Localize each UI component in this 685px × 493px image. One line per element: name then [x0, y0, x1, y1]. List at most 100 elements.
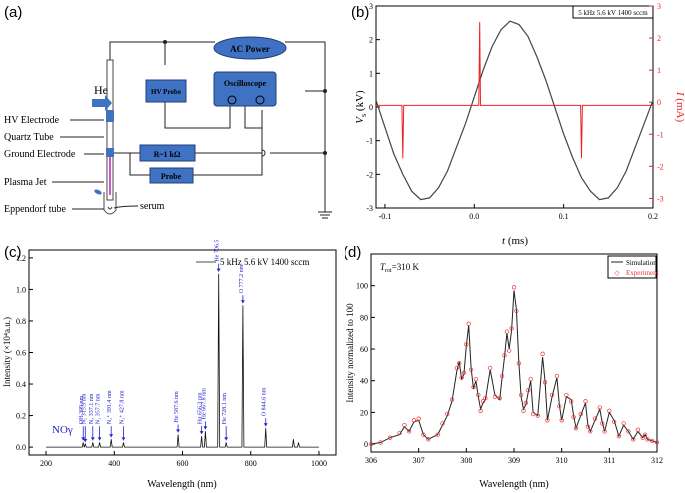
resistor-box	[139, 144, 196, 162]
peak-label-c: O 777.2 nm	[239, 264, 245, 293]
y-tick-label-right-b: -2	[657, 162, 664, 171]
experiment-point	[387, 435, 393, 440]
y-tick-label-c: 0.0	[16, 443, 26, 452]
experiment-point	[435, 432, 440, 437]
gas-label: He	[94, 83, 108, 97]
y-tick-label-d: 100	[356, 282, 368, 291]
peak-arrowhead-c	[81, 437, 86, 441]
label-plasma-jet: Plasma Jet	[4, 177, 47, 188]
peak-arrowhead-c	[203, 426, 208, 430]
y-tick-label-c: 0.8	[16, 317, 26, 326]
label-ground-electrode: Ground Electrode	[4, 149, 76, 160]
experiment-point	[564, 392, 569, 398]
noy-annotation: NOγ	[52, 424, 73, 436]
peak-arrowhead-c	[216, 268, 221, 272]
peak-label-c: O 844.6 nm	[262, 387, 268, 416]
y-axis-label-d: Intensity normalized to 100	[345, 303, 355, 403]
experiment-point	[416, 416, 421, 421]
peak-arrowhead-c	[240, 300, 245, 304]
experiment-point	[476, 392, 481, 398]
y-tick-label-left-b: 3	[369, 2, 373, 11]
plot-frame-c	[28, 249, 337, 456]
legend-simulation: Simulation	[626, 259, 657, 267]
peak-label-c: N₂ 315.9 nm	[81, 393, 87, 424]
experiment-point	[397, 430, 402, 436]
experiment-point	[542, 380, 548, 385]
experiment-point	[502, 353, 507, 358]
panel-a-label: (a)	[4, 4, 22, 21]
experiment-point	[504, 329, 510, 334]
y-tick-label-d: 80	[360, 313, 368, 322]
x-tick-label-c: 200	[40, 459, 52, 468]
experiment-point	[507, 348, 512, 353]
x-tick-label-d: 312	[651, 456, 663, 465]
experiment-point	[378, 440, 383, 445]
experiment-point	[585, 424, 591, 429]
ground-electrode	[106, 148, 114, 157]
label-serum: serum	[140, 201, 165, 212]
experiment-point	[569, 399, 574, 404]
oscilloscope-channel-2	[255, 95, 265, 105]
experiment-point	[588, 429, 593, 434]
experiment-point	[480, 399, 486, 404]
experiment-point	[511, 285, 517, 290]
y-tick-label-right-b: 3	[657, 2, 661, 11]
experiment-point	[635, 427, 641, 432]
experiment-point	[459, 375, 464, 380]
ac-power-source	[213, 36, 287, 60]
label-eppendorf-tube: Eppendorf tube	[4, 204, 66, 215]
experiment-point	[468, 367, 474, 372]
x-tick-label-d: 306	[365, 456, 377, 465]
peak-label-c: He 728.1 nm	[222, 393, 228, 424]
experiment-point	[611, 419, 617, 425]
x-tick-label-b: -0.1	[379, 212, 392, 221]
plot-frame-b	[375, 5, 654, 209]
experiment-point	[488, 365, 493, 371]
plot-frame-d	[370, 253, 658, 453]
y-tick-label-right-b: 0	[657, 98, 661, 107]
peak-label-c: Hα 656.3 nm	[198, 392, 204, 424]
resistor-label: R~1 kΩ	[154, 150, 181, 159]
experiment-point	[497, 395, 502, 401]
probe-label: Probe	[161, 172, 182, 181]
eppendorf-tube	[103, 192, 117, 215]
y-tick-label-c: 0.6	[16, 349, 26, 358]
experiment-point	[466, 321, 471, 326]
x-tick-label-d: 308	[460, 456, 472, 465]
y-tick-label-right-b: 1	[657, 66, 661, 75]
experiment-point	[592, 416, 598, 421]
experiment-point	[464, 342, 469, 347]
experiment-point	[402, 422, 407, 428]
chart-title-b: 5 kHz 5.6 kV 1400 sccm	[578, 9, 648, 17]
x-tick-label-b: 0.1	[559, 212, 569, 221]
experiment-point	[573, 426, 579, 431]
experiment-point	[411, 418, 417, 423]
experiment-point	[440, 421, 445, 426]
x-tick-label-d: 311	[603, 456, 615, 465]
peak-label-c: N₂ 357.7 nm	[96, 393, 102, 424]
experiment-point	[528, 376, 533, 382]
experiment-point	[471, 384, 476, 390]
panel-b: (b) 5 kHz 5.6 kV 1400 sccm -0.1 0.0 0.1 0.2…	[345, 0, 685, 250]
x-axis-label-b: t (ms)	[502, 235, 528, 247]
peak-label-c: He 667.8 nm	[201, 388, 207, 419]
x-tick-label-b: 0.0	[469, 212, 479, 221]
y-tick-label-d: 20	[360, 408, 368, 417]
hv-electrode	[106, 110, 114, 122]
label-hv-electrode: HV Electrode	[4, 115, 60, 126]
experiment-point	[421, 432, 426, 437]
peak-label-c: N₂⁺ 427.8 nm	[118, 390, 125, 424]
x-axis-label-d: Wavelength (nm)	[479, 479, 548, 490]
experiment-point	[514, 308, 519, 314]
panel-a: (a) AC Power HV Probe	[0, 0, 345, 235]
panel-c: (c) 5 kHz 5.6 kV 1400 sccm 200 400 600 800 1…	[0, 240, 345, 493]
peak-label-c: OH 309 nm	[79, 396, 85, 425]
spectrum-series	[46, 273, 319, 448]
y-axis-label-right-b: I (mA)	[674, 91, 685, 123]
experiment-point	[607, 408, 612, 413]
y-axis-label-left-b: Vs (kV)	[354, 90, 368, 124]
panel-c-label: (c)	[4, 244, 22, 261]
voltage-series	[375, 20, 654, 201]
experiment-point	[461, 370, 467, 375]
peak-arrowhead-c	[121, 437, 126, 441]
